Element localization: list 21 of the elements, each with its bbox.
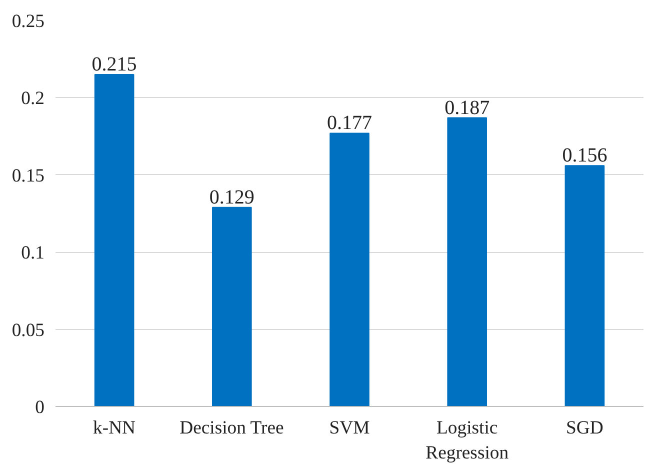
bar xyxy=(94,74,134,406)
y-tick-label: 0.05 xyxy=(12,320,45,341)
data-label: 0.129 xyxy=(209,186,254,208)
y-tick-label: 0 xyxy=(35,397,44,418)
bar xyxy=(212,206,252,406)
x-tick-label: k-NN xyxy=(93,418,136,438)
x-tick-label: SVM xyxy=(329,418,370,438)
bar xyxy=(564,165,605,406)
y-tick-label: 0.1 xyxy=(21,242,45,264)
y-tick-label: 0.2 xyxy=(21,88,45,110)
bar xyxy=(447,117,488,406)
y-tick-label: 0.25 xyxy=(12,11,45,32)
bar xyxy=(330,132,370,406)
x-tick-label: Logistic Regression xyxy=(426,418,510,464)
data-label: 0.156 xyxy=(562,144,608,167)
data-label: 0.187 xyxy=(444,96,490,119)
data-label: 0.215 xyxy=(92,54,137,76)
data-label: 0.177 xyxy=(327,112,372,134)
x-tick-label: Decision Tree xyxy=(180,418,284,438)
x-tick-label: SGD xyxy=(566,418,604,438)
y-tick-label: 0.15 xyxy=(12,165,45,186)
